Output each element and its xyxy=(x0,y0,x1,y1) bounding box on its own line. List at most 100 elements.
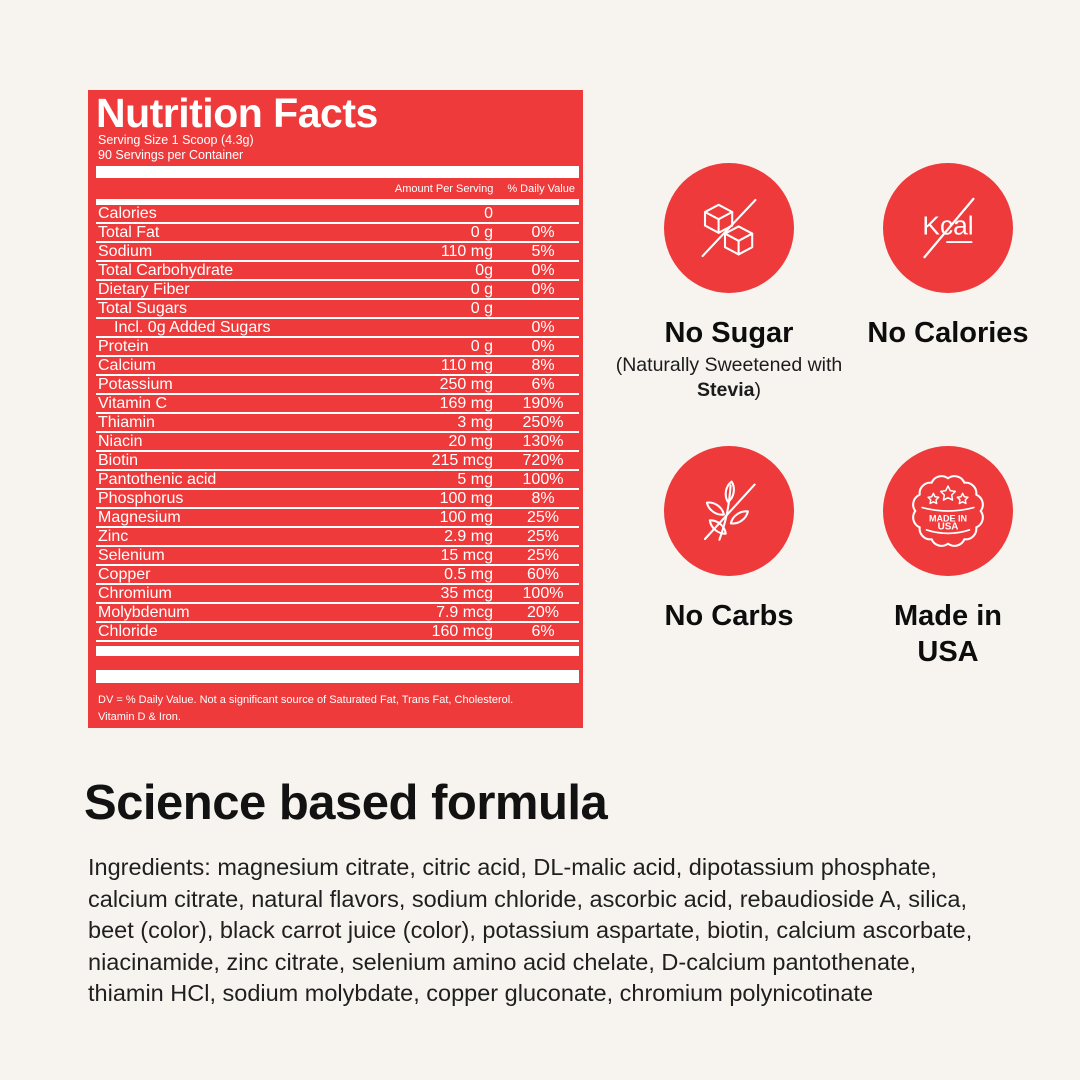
nutrition-row: Total Carbohydrate 0g 0% xyxy=(96,262,579,281)
nutrient-name: Molybdenum xyxy=(98,604,190,621)
nutrient-amount: 110 mg xyxy=(440,357,493,374)
badge-no-sugar: No Sugar (Naturally Sweetened with Stevi… xyxy=(589,163,869,403)
column-header-dv: % Daily Value xyxy=(507,183,575,195)
nutrient-dv: 720% xyxy=(522,452,564,469)
nutrition-row: Copper 0.5 mg 60% xyxy=(96,566,579,585)
nutrient-amount: 0 g xyxy=(470,338,493,355)
nutrition-rows: Calories 0 Total Fat 0 g 0% Sodium 110 mg 5% Tot… xyxy=(96,205,579,642)
badge-circle xyxy=(664,446,794,576)
nutrient-dv: 0% xyxy=(531,319,555,336)
nutrient-amount: 15 mcg xyxy=(440,547,493,564)
nutrient-name: Incl. 0g Added Sugars xyxy=(114,319,271,336)
nutrition-row: Dietary Fiber 0 g 0% xyxy=(96,281,579,300)
nutrient-amount: 0 g xyxy=(470,224,493,241)
nutrient-amount: 35 mcg xyxy=(440,585,493,602)
nutrient-dv: 60% xyxy=(526,566,560,583)
nutrient-name: Calories xyxy=(98,205,157,222)
nutrient-dv: 8% xyxy=(531,490,555,507)
nutrient-dv: 0% xyxy=(531,281,555,298)
kcal-text: Kcal xyxy=(922,211,973,241)
divider-bar xyxy=(96,199,579,205)
nutrition-row: Vitamin C 169 mg 190% xyxy=(96,395,579,414)
nutrient-dv: 5% xyxy=(531,243,555,260)
nutrient-amount: 0g xyxy=(475,262,493,279)
nutrient-name: Magnesium xyxy=(98,509,181,526)
nutrition-row: Protein 0 g 0% xyxy=(96,338,579,357)
nutrient-dv: 8% xyxy=(531,357,555,374)
nutrient-dv: 0% xyxy=(531,262,555,279)
nutrient-name: Selenium xyxy=(98,547,165,564)
nutrient-amount: 100 mg xyxy=(439,509,493,526)
nutrient-name: Phosphorus xyxy=(98,490,184,507)
sublabel-bold: Stevia xyxy=(697,379,755,401)
nutrient-name: Thiamin xyxy=(98,414,155,431)
nutrient-name: Dietary Fiber xyxy=(98,281,190,298)
nutrition-row: Total Sugars 0 g xyxy=(96,300,579,319)
divider-bar xyxy=(96,670,579,683)
seal-text-line2: USA xyxy=(938,521,959,532)
made-in-usa-seal-icon: MADE IN USA xyxy=(912,475,984,547)
ingredients-paragraph: Ingredients: magnesium citrate, citric a… xyxy=(88,854,973,1006)
nutrient-dv: 0% xyxy=(531,224,555,241)
badge-label: No Calories xyxy=(867,317,1029,349)
nutrient-dv: 190% xyxy=(522,395,564,412)
nutrition-row: Niacin 20 mg 130% xyxy=(96,433,579,452)
nutrient-name: Calcium xyxy=(98,357,156,374)
nutrient-dv: 20% xyxy=(526,604,560,621)
column-header-amount: Amount Per Serving xyxy=(394,183,494,195)
nutrient-amount: 0.5 mg xyxy=(444,566,493,583)
nutrition-row: Phosphorus 100 mg 8% xyxy=(96,490,579,509)
nutrient-dv: 100% xyxy=(522,585,564,602)
nutrient-dv: 100% xyxy=(522,471,564,488)
nutrition-row: Potassium 250 mg 6% xyxy=(96,376,579,395)
nutrient-amount: 3 mg xyxy=(457,414,493,431)
nutrient-name: Chloride xyxy=(98,623,158,640)
nutrient-name: Potassium xyxy=(98,376,173,393)
nutrient-amount: 250 mg xyxy=(439,376,493,393)
nutrition-row: Calories 0 xyxy=(96,205,579,224)
nutrition-row: Total Fat 0 g 0% xyxy=(96,224,579,243)
nutrient-amount: 7.9 mcg xyxy=(436,604,493,621)
badge-sublabel: (Naturally Sweetened with Stevia) xyxy=(614,353,844,403)
serving-size: Serving Size 1 Scoop (4.3g) xyxy=(98,133,254,147)
daily-value-footnote: DV = % Daily Value. Not a significant so… xyxy=(96,692,579,725)
nutrient-name: Niacin xyxy=(98,433,143,450)
badge-label: No Sugar xyxy=(664,317,794,349)
page-title: Science based formula xyxy=(84,776,608,830)
sublabel-text: ) xyxy=(754,379,761,401)
nutrient-dv: 25% xyxy=(526,528,560,545)
nutrient-dv: 0% xyxy=(531,338,555,355)
nutrient-name: Protein xyxy=(98,338,149,355)
nutrient-name: Vitamin C xyxy=(98,395,168,412)
badge-made-in-usa: MADE IN USA Made in USA xyxy=(808,446,1080,670)
nutrient-name: Biotin xyxy=(98,452,139,469)
badge-circle xyxy=(664,163,794,293)
footnote-line: DV = % Daily Value. Not a significant so… xyxy=(98,694,514,706)
nutrition-row: Chloride 160 mcg 6% xyxy=(96,623,579,642)
badge-circle: Kcal xyxy=(883,163,1013,293)
nutrient-dv: 250% xyxy=(522,414,564,431)
nutrient-name: Zinc xyxy=(98,528,129,545)
nutrition-row: Magnesium 100 mg 25% xyxy=(96,509,579,528)
nutrient-name: Total Fat xyxy=(98,224,160,241)
nutrition-row: Selenium 15 mcg 25% xyxy=(96,547,579,566)
nutrient-amount: 169 mg xyxy=(439,395,493,412)
nutrient-amount: 160 mcg xyxy=(431,623,493,640)
nutrient-amount: 2.9 mg xyxy=(444,528,493,545)
nutrient-amount: 215 mcg xyxy=(431,452,493,469)
nutrient-amount: 0 g xyxy=(470,281,493,298)
kcal-crossed-icon: Kcal xyxy=(922,197,975,259)
nutrient-name: Pantothenic acid xyxy=(98,471,217,488)
badge-no-calories: Kcal No Calories xyxy=(808,163,1080,351)
nutrient-name: Chromium xyxy=(98,585,172,602)
nutrition-row: Biotin 215 mcg 720% xyxy=(96,452,579,471)
nutrient-dv: 6% xyxy=(531,623,555,640)
badge-no-carbs: No Carbs xyxy=(589,446,869,634)
wheat-crossed-icon xyxy=(703,479,756,541)
nutrient-name: Total Carbohydrate xyxy=(98,262,234,279)
footnote-line: Vitamin D & Iron. xyxy=(98,710,181,723)
star-icon xyxy=(956,492,969,505)
sugar-cubes-crossed-icon xyxy=(701,198,757,258)
star-icon xyxy=(939,485,957,501)
